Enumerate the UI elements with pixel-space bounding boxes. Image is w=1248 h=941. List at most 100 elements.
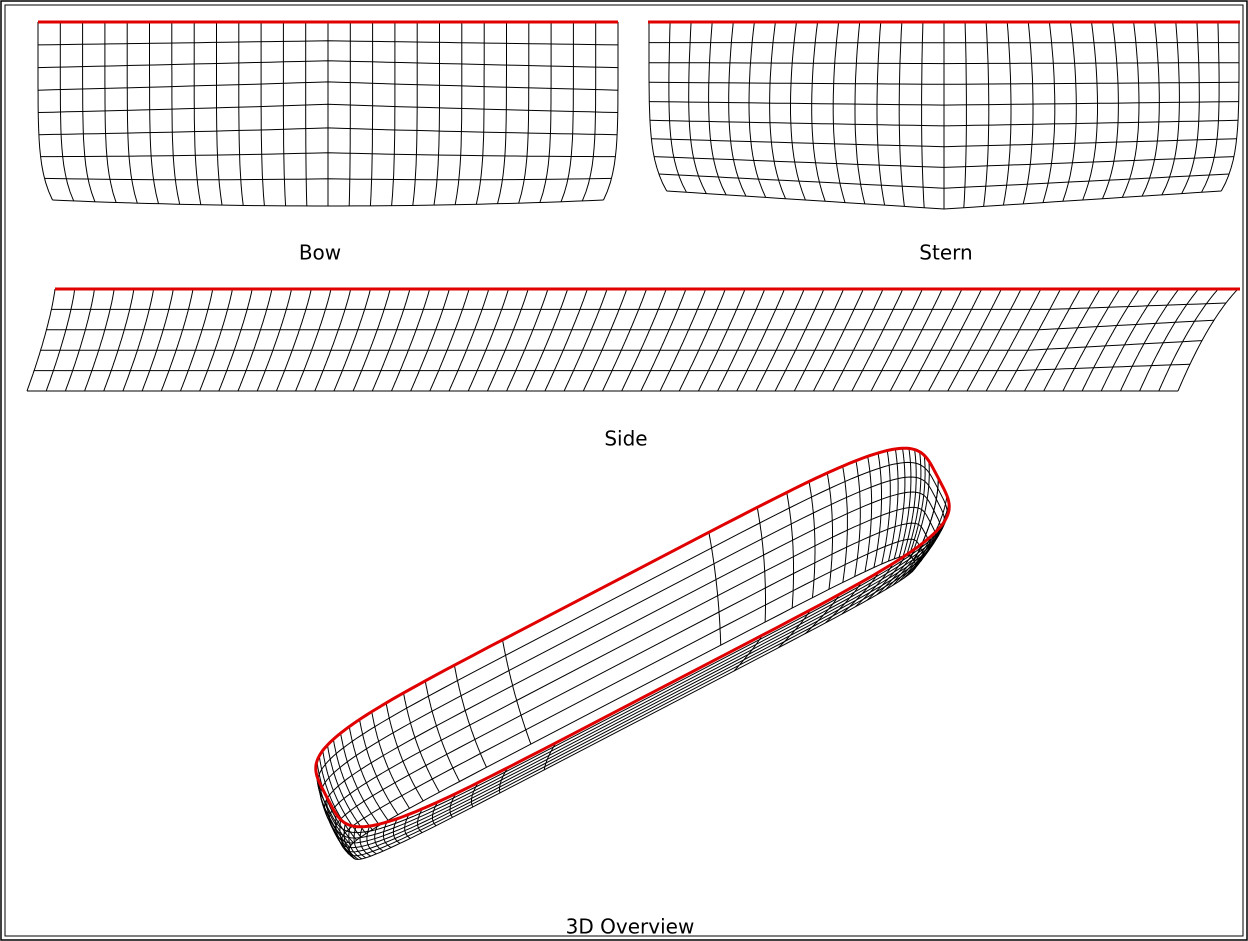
mesh-line xyxy=(1202,22,1220,192)
mesh-line xyxy=(411,289,450,391)
mesh-line xyxy=(334,289,371,391)
mesh-line xyxy=(1162,22,1180,195)
figure: Bow Stern Side 3D Overview xyxy=(0,0,1248,941)
mesh-line xyxy=(519,22,529,203)
mesh-line xyxy=(622,289,667,391)
mesh-line xyxy=(217,22,223,205)
mesh-line xyxy=(749,22,766,197)
mesh-line xyxy=(1221,22,1239,191)
inner-border xyxy=(5,5,1243,936)
mesh-line xyxy=(770,22,786,199)
overview-label: 3D Overview xyxy=(566,915,695,939)
mesh-line xyxy=(392,289,430,391)
mesh-line xyxy=(386,703,423,801)
mesh-line xyxy=(104,289,134,391)
mesh-line xyxy=(1043,22,1055,203)
mesh-line xyxy=(775,289,824,391)
bow-label: Bow xyxy=(299,241,341,265)
mesh-line xyxy=(449,289,489,391)
mesh-line xyxy=(296,289,331,391)
mesh-line xyxy=(583,289,627,391)
side-mesh xyxy=(27,289,1240,391)
mesh-line xyxy=(833,289,883,391)
mesh-line xyxy=(698,289,745,391)
mesh-line xyxy=(430,289,469,391)
mesh-line xyxy=(1122,22,1139,197)
mesh-line xyxy=(984,22,989,206)
mesh-line xyxy=(641,289,686,391)
mesh-line xyxy=(757,507,765,622)
mesh-line xyxy=(604,22,619,200)
mesh-line xyxy=(172,22,180,204)
mesh-line xyxy=(689,22,707,194)
mesh-line xyxy=(737,289,785,391)
mesh-line xyxy=(123,289,154,391)
mesh-line xyxy=(660,289,706,391)
mesh-line xyxy=(1142,22,1159,196)
mesh-line xyxy=(370,22,372,206)
mesh-line xyxy=(181,289,213,391)
mesh-line xyxy=(315,289,351,391)
mesh-line xyxy=(709,22,727,195)
side-label: Side xyxy=(604,427,647,451)
mesh-line xyxy=(425,681,459,782)
mesh-line xyxy=(964,22,967,208)
mesh-line xyxy=(283,22,285,206)
mesh-line xyxy=(709,532,721,645)
stern-label: Stern xyxy=(919,241,972,265)
mesh-line xyxy=(468,289,508,391)
mesh-line xyxy=(603,289,647,391)
mesh-line xyxy=(794,289,843,391)
mesh-line xyxy=(729,22,746,196)
mesh-line xyxy=(476,22,484,204)
outer-border xyxy=(1,1,1247,940)
mesh-line xyxy=(392,22,395,206)
mesh-line xyxy=(372,289,410,391)
mesh-line xyxy=(318,462,948,832)
mesh-line xyxy=(257,289,291,391)
mesh-line xyxy=(922,22,925,208)
mesh-line xyxy=(455,22,462,205)
mesh-line xyxy=(239,22,243,205)
mesh-line xyxy=(349,22,350,206)
mesh-line xyxy=(503,640,531,744)
stern-mesh xyxy=(648,22,1240,209)
mesh-line xyxy=(261,22,264,206)
mesh-line xyxy=(194,22,201,205)
mesh-line xyxy=(404,693,440,792)
mesh-line xyxy=(38,22,53,200)
mesh-line xyxy=(791,22,806,200)
mesh-line xyxy=(27,289,55,391)
mesh-line xyxy=(353,289,390,391)
mesh-line xyxy=(833,22,845,203)
mesh-line xyxy=(718,289,765,391)
mesh-line xyxy=(316,448,949,826)
mesh-line xyxy=(756,289,804,391)
mesh-line xyxy=(127,22,137,203)
mesh-line xyxy=(413,22,417,205)
mesh-line xyxy=(852,289,903,391)
mesh-line xyxy=(649,22,667,191)
overview-mesh xyxy=(316,448,949,859)
mesh-line xyxy=(219,289,252,391)
mesh-line xyxy=(871,289,922,391)
mesh-line xyxy=(812,22,826,201)
mesh-line xyxy=(1103,22,1119,199)
mesh-line xyxy=(150,22,159,204)
mesh-line xyxy=(890,289,942,391)
mesh-line xyxy=(434,22,440,205)
mesh-line xyxy=(161,289,193,391)
mesh-line xyxy=(1083,22,1098,200)
mesh-line xyxy=(814,289,864,391)
deck-outline xyxy=(316,448,949,827)
mesh-line xyxy=(855,22,865,204)
hull-views: Bow Stern Side 3D Overview xyxy=(0,0,1248,941)
mesh-line xyxy=(1023,22,1033,204)
mesh-line xyxy=(877,22,885,205)
mesh-line xyxy=(540,22,551,202)
mesh-line xyxy=(1063,22,1077,201)
mesh-line xyxy=(487,289,528,391)
mesh-line xyxy=(454,665,486,767)
mesh-line xyxy=(276,289,311,391)
mesh-line xyxy=(899,22,904,206)
